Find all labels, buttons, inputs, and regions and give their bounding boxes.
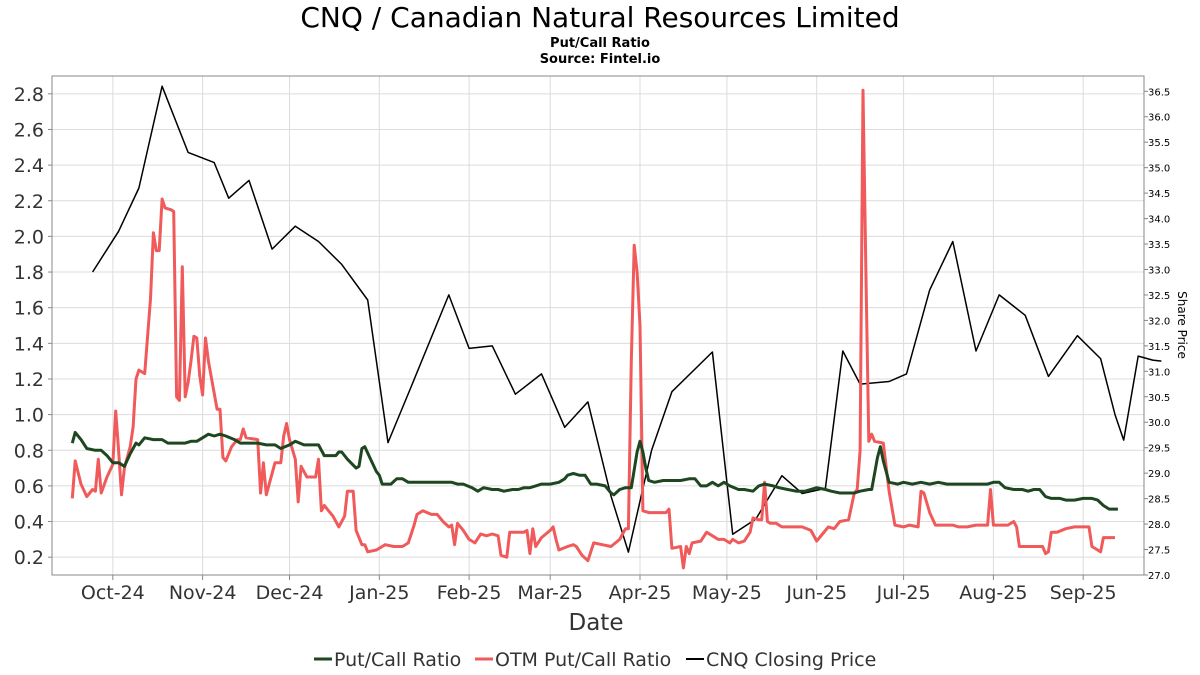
series [70, 85, 1162, 570]
chart-subtitle-2: Source: Fintel.io [540, 52, 661, 67]
right-axis-label: Share Price [1175, 291, 1189, 359]
left-axis-ticks: 0.2 0.4 0.6 0.8 1.0 1.2 1.4 1.6 1.8 2.0 2.2 2.4 2.6 2… [14, 84, 52, 569]
right-tick-label: 34.5 [1148, 189, 1170, 200]
legend-label-otm-put-call-ratio: OTM Put/Call Ratio [495, 649, 671, 671]
left-tick-label: 1.4 [14, 333, 44, 355]
left-tick-label: 2.4 [14, 155, 44, 177]
right-tick-label: 32.0 [1148, 316, 1170, 327]
right-tick-label: 33.0 [1148, 265, 1170, 276]
right-tick-label: 35.0 [1148, 164, 1170, 175]
right-tick-label: 34.0 [1148, 215, 1170, 226]
series-line-otm-put-call-ratio [70, 88, 1115, 570]
x-tick-label: May-25 [692, 582, 762, 604]
right-tick-label: 28.5 [1148, 495, 1170, 506]
x-tick-label: Nov-24 [169, 582, 237, 604]
legend-label-cnq-closing-price: CNQ Closing Price [706, 649, 876, 671]
right-tick-label: 36.0 [1148, 113, 1170, 124]
chart-subtitle-1: Put/Call Ratio [550, 36, 650, 51]
x-tick-label: Apr-25 [609, 582, 672, 604]
right-axis-ticks: 27.0 27.5 28.0 28.5 29.0 29.5 30.0 30.5 31.0 31.5… [1144, 87, 1170, 582]
left-tick-label: 0.4 [14, 512, 44, 534]
right-tick-label: 32.5 [1148, 291, 1170, 302]
series-line-put-call-ratio [70, 430, 1118, 511]
x-tick-label: Oct-24 [81, 582, 145, 604]
chart-title: CNQ / Canadian Natural Resources Limited [300, 1, 899, 34]
right-tick-label: 30.0 [1148, 418, 1170, 429]
right-tick-label: 30.5 [1148, 393, 1170, 404]
right-tick-label: 31.5 [1148, 342, 1170, 353]
x-tick-label: Aug-25 [959, 582, 1027, 604]
left-tick-label: 2.8 [14, 84, 44, 106]
grid [52, 76, 1144, 575]
series-line-cnq-closing-price [91, 85, 1162, 553]
x-tick-label: Jun-25 [785, 582, 847, 604]
left-tick-label: 2.2 [14, 191, 44, 213]
x-tick-label: Jul-25 [876, 582, 931, 604]
x-axis-label: Date [569, 610, 624, 636]
left-tick-label: 0.2 [14, 547, 44, 569]
right-tick-label: 28.0 [1148, 520, 1170, 531]
right-tick-label: 31.0 [1148, 367, 1170, 378]
right-tick-label: 29.0 [1148, 469, 1170, 480]
plot-area [51, 75, 1145, 576]
x-tick-label: Feb-25 [437, 582, 502, 604]
right-tick-label: 35.5 [1148, 138, 1170, 149]
right-tick-label: 29.5 [1148, 444, 1170, 455]
legend-label-put-call-ratio: Put/Call Ratio [334, 649, 461, 671]
left-tick-label: 1.2 [14, 369, 44, 391]
left-tick-label: 0.6 [14, 476, 44, 498]
x-tick-label: Dec-24 [256, 582, 324, 604]
x-tick-label: Jan-25 [348, 582, 409, 604]
right-tick-label: 27.0 [1148, 571, 1170, 582]
left-tick-label: 0.8 [14, 440, 44, 462]
x-tick-label: Mar-25 [517, 582, 583, 604]
x-axis-ticks: Oct-24 Nov-24 Dec-24 Jan-25 Feb-25 Mar-25 Apr-… [81, 575, 1117, 604]
left-tick-label: 2.6 [14, 119, 44, 141]
right-tick-label: 27.5 [1148, 546, 1170, 557]
right-tick-label: 36.5 [1148, 87, 1170, 98]
right-tick-label: 33.5 [1148, 240, 1170, 251]
legend: Put/Call Ratio OTM Put/Call Ratio CNQ Clos… [314, 649, 876, 671]
left-tick-label: 1.8 [14, 262, 44, 284]
x-tick-label: Sep-25 [1050, 582, 1117, 604]
left-tick-label: 1.0 [14, 405, 44, 427]
left-tick-label: 2.0 [14, 226, 44, 248]
left-tick-label: 1.6 [14, 298, 44, 320]
